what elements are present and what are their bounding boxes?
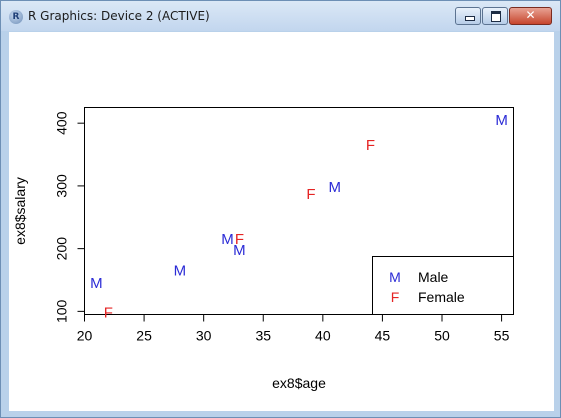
- point-female: F: [366, 137, 375, 154]
- x-tick-label: 20: [77, 328, 93, 344]
- point-male: M: [329, 179, 342, 196]
- y-tick-label: 400: [54, 111, 70, 135]
- x-tick-label: 35: [255, 328, 271, 344]
- x-tick-label: 40: [315, 328, 331, 344]
- legend-symbol-male: M: [389, 269, 401, 285]
- x-tick-label: 50: [434, 328, 450, 344]
- minimize-icon: [465, 16, 475, 21]
- minimize-button[interactable]: [455, 7, 481, 25]
- maximize-button[interactable]: [482, 7, 508, 25]
- legend-symbol-female: F: [391, 289, 400, 305]
- window-title: R Graphics: Device 2 (ACTIVE): [28, 9, 210, 23]
- x-tick-label: 30: [196, 328, 212, 344]
- point-female: F: [104, 305, 113, 322]
- plot-area: 20 25 30 35 40 45 50 55 100 200 300 400 ex8$age ex…: [9, 32, 554, 411]
- x-tick-label: 25: [136, 328, 152, 344]
- scatter-plot: 20 25 30 35 40 45 50 55 100 200 300 400 ex8$age ex…: [12, 107, 514, 391]
- legend-label-female: Female: [418, 289, 465, 305]
- x-axis: 20 25 30 35 40 45 50 55: [77, 314, 510, 344]
- point-male: M: [221, 231, 234, 248]
- close-icon: ✕: [525, 8, 536, 22]
- y-tick-label: 300: [54, 174, 70, 198]
- x-tick-label: 45: [375, 328, 391, 344]
- point-male: M: [90, 275, 103, 292]
- r-app-icon: R: [9, 10, 23, 24]
- legend-box: [372, 256, 514, 315]
- close-button[interactable]: ✕: [509, 7, 552, 25]
- point-female: F: [306, 186, 315, 203]
- point-male: M: [233, 242, 246, 259]
- x-axis-label: ex8$age: [272, 375, 326, 391]
- point-male: M: [495, 112, 508, 129]
- x-tick-label: 55: [494, 328, 510, 344]
- y-tick-label: 100: [54, 299, 70, 323]
- point-female: F: [235, 231, 244, 248]
- legend: M Male F Female: [372, 256, 514, 315]
- legend-label-male: Male: [418, 269, 449, 285]
- y-axis: 100 200 300 400: [54, 111, 85, 323]
- point-male: M: [174, 263, 187, 280]
- y-axis-label: ex8$salary: [12, 177, 28, 245]
- maximize-icon: [491, 11, 501, 22]
- y-tick-label: 200: [54, 237, 70, 261]
- title-bar[interactable]: R R Graphics: Device 2 (ACTIVE) ✕: [1, 1, 560, 31]
